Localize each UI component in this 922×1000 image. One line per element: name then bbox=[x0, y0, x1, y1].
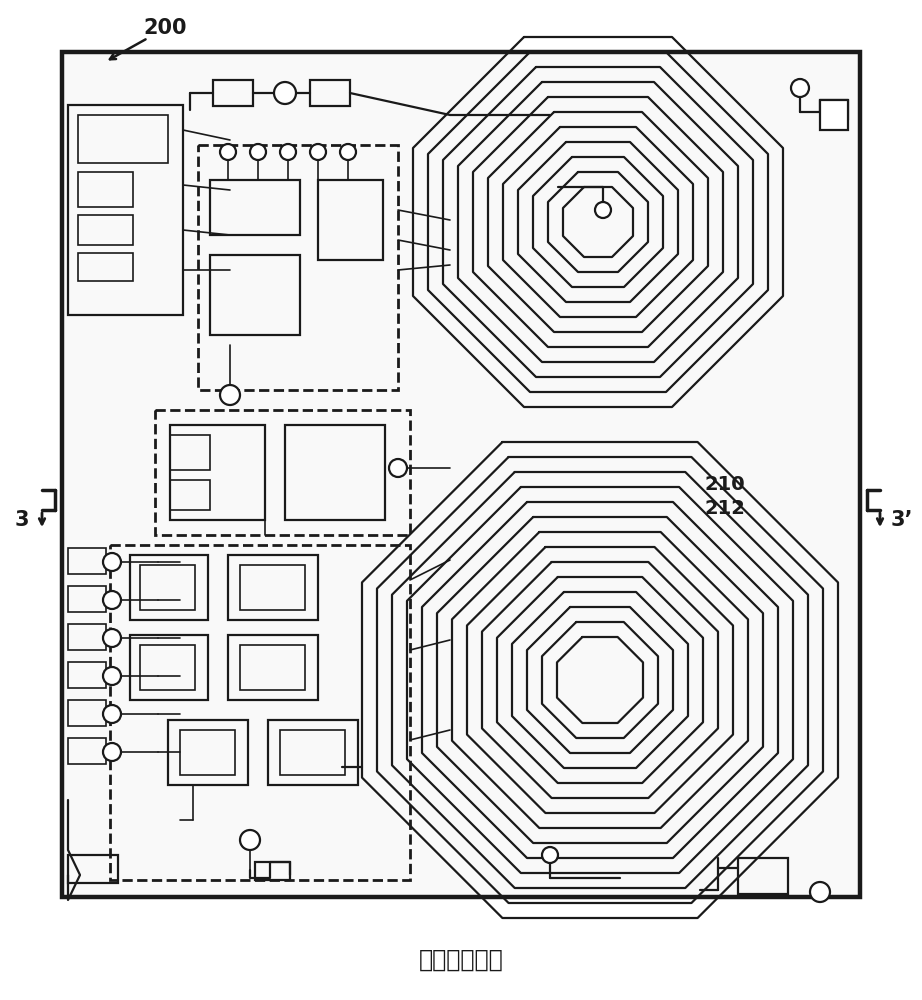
Bar bbox=[110, 545, 410, 880]
Circle shape bbox=[310, 144, 326, 160]
Circle shape bbox=[220, 144, 236, 160]
Bar bbox=[180, 730, 235, 775]
Bar bbox=[78, 253, 133, 281]
Bar bbox=[170, 435, 210, 470]
Circle shape bbox=[103, 591, 121, 609]
Bar bbox=[318, 180, 383, 260]
Bar bbox=[285, 425, 385, 520]
Bar bbox=[68, 105, 183, 315]
Bar bbox=[228, 555, 318, 620]
Bar bbox=[210, 180, 300, 235]
Bar bbox=[130, 635, 208, 700]
Circle shape bbox=[280, 144, 296, 160]
Circle shape bbox=[220, 385, 240, 405]
Bar bbox=[738, 858, 788, 894]
Bar bbox=[310, 80, 350, 106]
Bar bbox=[228, 635, 318, 700]
Circle shape bbox=[810, 882, 830, 902]
Text: 200: 200 bbox=[143, 18, 187, 38]
Bar bbox=[68, 700, 106, 726]
Circle shape bbox=[250, 144, 266, 160]
Bar bbox=[240, 565, 305, 610]
Circle shape bbox=[103, 629, 121, 647]
Circle shape bbox=[103, 667, 121, 685]
Text: 210: 210 bbox=[704, 476, 745, 494]
Bar bbox=[820, 100, 848, 130]
Bar bbox=[168, 720, 248, 785]
Bar bbox=[130, 555, 208, 620]
Circle shape bbox=[791, 79, 809, 97]
Bar bbox=[210, 255, 300, 335]
Text: 212: 212 bbox=[704, 498, 745, 518]
Bar bbox=[155, 410, 410, 535]
Circle shape bbox=[274, 82, 296, 104]
Bar bbox=[140, 645, 195, 690]
Bar bbox=[170, 425, 265, 520]
Circle shape bbox=[103, 705, 121, 723]
Bar bbox=[198, 145, 398, 390]
Circle shape bbox=[542, 847, 558, 863]
Text: 3’: 3’ bbox=[891, 510, 914, 530]
Text: （现有技术）: （现有技术） bbox=[419, 948, 503, 972]
Bar bbox=[240, 645, 305, 690]
Bar bbox=[62, 52, 860, 897]
Circle shape bbox=[240, 830, 260, 850]
Circle shape bbox=[103, 553, 121, 571]
Bar bbox=[255, 862, 290, 880]
Bar bbox=[280, 730, 345, 775]
Bar bbox=[68, 586, 106, 612]
Bar bbox=[68, 738, 106, 764]
Bar bbox=[68, 855, 118, 883]
Circle shape bbox=[595, 202, 611, 218]
Bar bbox=[68, 624, 106, 650]
Bar bbox=[68, 662, 106, 688]
Bar bbox=[78, 215, 133, 245]
Bar bbox=[78, 172, 133, 207]
Circle shape bbox=[389, 459, 407, 477]
Bar bbox=[78, 115, 168, 163]
Bar bbox=[140, 565, 195, 610]
Bar bbox=[68, 548, 106, 574]
Circle shape bbox=[340, 144, 356, 160]
Bar bbox=[170, 480, 210, 510]
Bar bbox=[268, 720, 358, 785]
Text: 3: 3 bbox=[15, 510, 30, 530]
Bar bbox=[213, 80, 253, 106]
Circle shape bbox=[103, 743, 121, 761]
